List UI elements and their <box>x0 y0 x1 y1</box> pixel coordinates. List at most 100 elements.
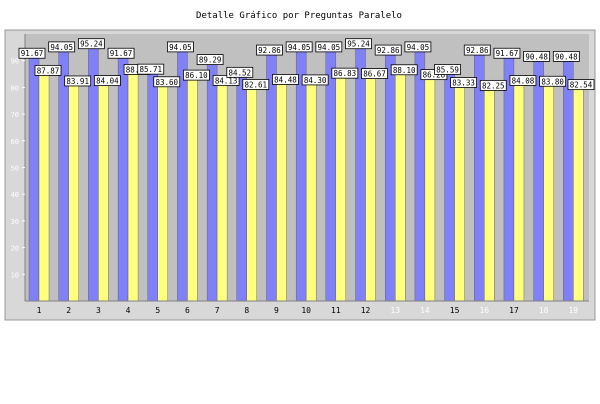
bar-series-2-cat-13 <box>395 65 406 302</box>
y-tick-label: 50 <box>11 165 19 173</box>
data-label-text: 82.54 <box>570 81 593 90</box>
data-label-text: 89.29 <box>199 56 222 65</box>
data-label-box <box>345 38 372 50</box>
data-label-box <box>493 47 521 59</box>
bar-series-1-cat-19 <box>563 59 574 302</box>
y-axis: 10 20 30 40 50 60 70 80 90 <box>11 34 26 301</box>
x-tick-label-1: 1 <box>37 306 42 315</box>
bar-series-2-cat-5 <box>157 77 168 302</box>
data-label-text: 91.67 <box>21 49 44 58</box>
data-label-text: 94.05 <box>50 43 73 52</box>
data-label-series-1-cat-3: 95.24 <box>77 38 105 50</box>
x-tick-label-11: 11 <box>331 306 341 315</box>
data-label-series-1-cat-1: 91.67 <box>18 47 46 59</box>
data-label-series-2-cat-5: 83.60 <box>153 76 181 88</box>
data-label-series-1-cat-4: 91.67 <box>107 47 135 59</box>
data-label-box <box>48 41 76 53</box>
data-label-series-2-cat-16: 82.25 <box>479 79 507 91</box>
bar-series-2-cat-18 <box>543 77 554 302</box>
chart-title: Detalle Gráfico por Preguntas Paralelo <box>196 11 402 21</box>
data-label-box <box>183 69 210 81</box>
data-label-box <box>463 44 491 56</box>
data-label-series-1-cat-12: 95.24 <box>345 38 372 50</box>
data-label-text: 84.48 <box>274 75 297 84</box>
data-label-series-1-cat-7: 89.29 <box>196 54 224 65</box>
data-label-series-2-cat-6: 86.10 <box>183 69 210 81</box>
bar-series-1-cat-6 <box>177 49 188 302</box>
data-label-series-2-cat-10: 84.30 <box>301 74 329 86</box>
data-label-box <box>450 77 477 88</box>
x-tick-label-10: 10 <box>301 306 311 315</box>
data-label-box <box>390 64 418 76</box>
x-tick-label-12: 12 <box>361 306 371 315</box>
data-label-text: 86.83 <box>334 69 357 78</box>
data-label-text: 84.08 <box>512 77 535 86</box>
data-label-box <box>479 79 507 91</box>
x-axis: 1 2 3 4 5 6 7 8 9 10 11 12 13 14 15 16 17 18 19 <box>25 300 589 315</box>
bars <box>28 46 584 302</box>
data-label-series-2-cat-9: 84.48 <box>272 74 299 85</box>
data-label-text: 94.05 <box>169 43 192 52</box>
data-label-text: 83.60 <box>155 78 178 87</box>
x-tick-label-13: 13 <box>390 306 400 315</box>
data-label-series-1-cat-15: 85.59 <box>434 64 461 75</box>
data-label-text: 88.10 <box>393 66 416 75</box>
bar-series-2-cat-3 <box>98 76 109 302</box>
data-label-series-1-cat-14: 94.05 <box>404 41 432 53</box>
bar-series-1-cat-5 <box>147 71 158 302</box>
data-label-text: 91.67 <box>496 49 519 58</box>
data-label-text: 94.05 <box>407 43 430 52</box>
bar-series-1-cat-18 <box>533 59 544 302</box>
data-label-box <box>18 47 46 59</box>
x-tick-label-2: 2 <box>66 306 71 315</box>
data-label-box <box>256 44 283 56</box>
bar-series-1-cat-13 <box>385 52 396 302</box>
data-label-text: 90.48 <box>555 52 578 61</box>
data-label-series-1-cat-11: 94.05 <box>315 41 343 53</box>
bar-series-2-cat-4 <box>127 65 139 302</box>
data-label-text: 84.13 <box>215 76 238 85</box>
bar-series-2-cat-2 <box>68 76 79 302</box>
data-label-series-2-cat-3: 84.04 <box>93 75 121 87</box>
data-label-text: 94.05 <box>288 43 311 52</box>
data-label-text: 85.59 <box>436 65 459 74</box>
data-label-text: 86.10 <box>185 71 208 80</box>
bar-series-2-cat-11 <box>335 68 347 302</box>
data-label-text: 83.33 <box>452 79 475 88</box>
data-label-box <box>509 75 537 86</box>
data-label-series-2-cat-11: 86.83 <box>331 67 359 79</box>
bar-series-2-cat-15 <box>454 78 465 302</box>
data-label-text: 83.91 <box>66 77 89 86</box>
x-tick-label-6: 6 <box>185 306 190 315</box>
x-tick-label-3: 3 <box>96 306 101 315</box>
bar-series-2-cat-7 <box>216 76 228 302</box>
data-label-box <box>285 41 313 53</box>
data-label-series-2-cat-1: 87.87 <box>34 64 62 76</box>
data-label-text: 86.67 <box>363 70 386 79</box>
data-label-box <box>137 63 165 75</box>
data-label-text: 86.28 <box>423 71 446 80</box>
data-label-series-2-cat-12: 86.67 <box>361 68 388 79</box>
data-label-text: 85.71 <box>139 65 162 74</box>
bar-series-2-cat-19 <box>573 80 584 302</box>
data-label-box <box>539 75 567 87</box>
data-label-box <box>167 41 194 53</box>
bar-series-1-cat-14 <box>414 49 426 302</box>
x-tick-label-18: 18 <box>539 306 549 315</box>
data-label-series-2-cat-15: 83.33 <box>450 77 477 88</box>
data-label-series-1-cat-10: 94.05 <box>285 41 313 53</box>
data-label-text: 90.48 <box>525 52 548 61</box>
x-tick-label-14: 14 <box>420 306 430 315</box>
bar-series-2-cat-17 <box>513 76 525 302</box>
data-label-series-2-cat-2: 83.91 <box>64 75 92 87</box>
data-label-box <box>523 51 551 62</box>
data-label-text: 82.61 <box>245 80 268 89</box>
data-label-series-1-cat-5: 85.71 <box>137 63 165 75</box>
data-label-text: 84.30 <box>304 76 327 85</box>
bar-series-1-cat-15 <box>444 72 455 302</box>
x-tick-label-9: 9 <box>274 306 279 315</box>
data-label-series-1-cat-19: 90.48 <box>552 51 580 62</box>
data-label-box <box>93 75 121 87</box>
x-tick-label-5: 5 <box>155 306 160 315</box>
